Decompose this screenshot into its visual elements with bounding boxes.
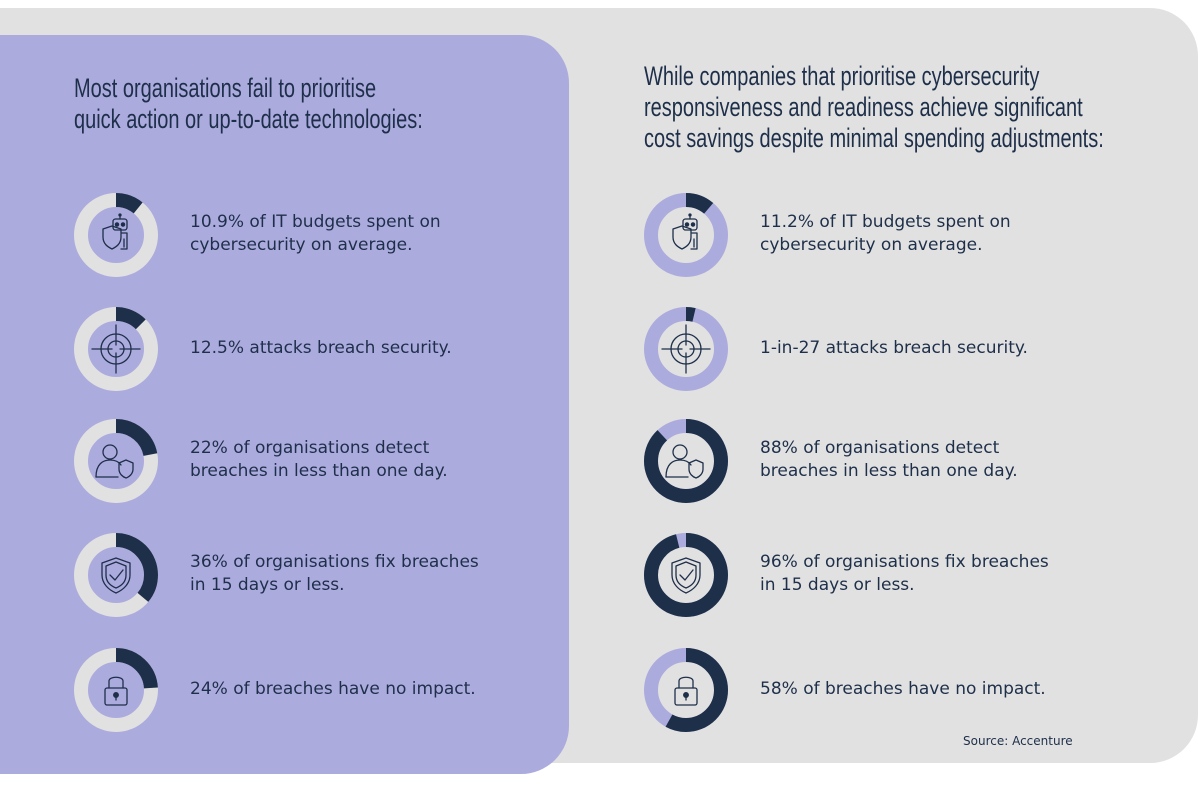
donut-chart xyxy=(644,648,728,732)
donut-value-arc xyxy=(74,648,158,732)
stat-text: 10.9% of IT budgets spent on cybersecurit… xyxy=(190,211,441,257)
stat-text-line: 24% of breaches have no impact. xyxy=(190,678,476,699)
stat-text-line: 22% of organisations detect xyxy=(190,438,430,458)
donut-center xyxy=(88,662,144,718)
donut-value-arc xyxy=(644,193,728,277)
stat-text: 36% of organisations fix breaches in 15 d… xyxy=(190,551,479,597)
stat-text-line: 11.2% of IT budgets spent on xyxy=(760,212,1011,232)
stat-text-line: in 15 days or less. xyxy=(190,575,345,595)
left-panel-background xyxy=(0,35,569,774)
stat-text-line: breaches in less than one day. xyxy=(760,461,1018,481)
heading-line: cost savings despite minimal spending ad… xyxy=(644,123,1104,153)
stat-text-line: 12.5% attacks breach security. xyxy=(190,337,452,358)
donut-value-arc xyxy=(644,419,728,503)
stat-text-line: 58% of breaches have no impact. xyxy=(760,678,1046,699)
source-credit: Source: Accenture xyxy=(963,734,1073,748)
donut-center xyxy=(658,321,714,377)
donut-value-arc xyxy=(74,307,158,391)
donut-chart xyxy=(644,307,728,391)
donut-chart xyxy=(74,648,158,732)
donut-chart xyxy=(644,419,728,503)
donut-value-arc xyxy=(74,419,158,503)
robot-shield-icon xyxy=(102,213,128,250)
stat-text: 88% of organisations detect breaches in l… xyxy=(760,437,1018,483)
shield-check-icon xyxy=(671,557,701,594)
heading-line: responsiveness and readiness achieve sig… xyxy=(644,92,1083,122)
stat-text-line: breaches in less than one day. xyxy=(190,461,448,481)
donut-value-arc xyxy=(644,307,728,391)
donut-chart xyxy=(74,307,158,391)
stat-text-line: cybersecurity on average. xyxy=(190,235,413,255)
donut-chart xyxy=(74,419,158,503)
donut-value-arc xyxy=(74,193,158,277)
donut-center xyxy=(88,547,144,603)
donut-value-arc xyxy=(644,648,728,732)
donut-center xyxy=(88,207,144,263)
stat-text: 11.2% of IT budgets spent on cybersecurit… xyxy=(760,211,1011,257)
stat-text-line: 10.9% of IT budgets spent on xyxy=(190,212,441,232)
donut-center xyxy=(658,207,714,263)
donut-center xyxy=(658,547,714,603)
stat-text: 12.5% attacks breach security. xyxy=(190,337,452,360)
stat-text: 1-in-27 attacks breach security. xyxy=(760,337,1028,360)
shield-check-icon xyxy=(101,557,131,594)
user-shield-icon xyxy=(95,444,134,479)
right-panel-heading: While companies that prioritise cybersec… xyxy=(644,61,1104,154)
crosshair-icon xyxy=(661,324,711,374)
donut-chart xyxy=(74,533,158,617)
stat-text: 22% of organisations detect breaches in l… xyxy=(190,437,448,483)
robot-shield-icon xyxy=(672,213,698,250)
donut-value-arc xyxy=(74,533,158,617)
padlock-icon xyxy=(104,676,128,706)
padlock-icon xyxy=(674,676,698,706)
stat-text-line: 36% of organisations fix breaches xyxy=(190,552,479,572)
donut-value-arc xyxy=(644,533,728,617)
stat-text: 96% of organisations fix breaches in 15 d… xyxy=(760,551,1049,597)
donut-chart xyxy=(644,533,728,617)
heading-line: quick action or up-to-date technologies: xyxy=(74,104,423,134)
heading-line: While companies that prioritise cybersec… xyxy=(644,61,1040,91)
stat-text-line: 1-in-27 attacks breach security. xyxy=(760,337,1028,358)
stat-text-line: cybersecurity on average. xyxy=(760,235,983,255)
donut-chart xyxy=(644,193,728,277)
stat-text-line: 88% of organisations detect xyxy=(760,438,1000,458)
donut-center xyxy=(88,321,144,377)
stat-text-line: 96% of organisations fix breaches xyxy=(760,552,1049,572)
stat-text: 24% of breaches have no impact. xyxy=(190,678,476,701)
donut-chart xyxy=(74,193,158,277)
user-shield-icon xyxy=(665,444,704,479)
crosshair-icon xyxy=(91,324,141,374)
left-panel-heading: Most organisations fail to prioritise qu… xyxy=(74,73,423,135)
stat-text-line: in 15 days or less. xyxy=(760,575,915,595)
stat-text: 58% of breaches have no impact. xyxy=(760,678,1046,701)
donut-center xyxy=(658,662,714,718)
heading-line: Most organisations fail to prioritise xyxy=(74,73,377,103)
